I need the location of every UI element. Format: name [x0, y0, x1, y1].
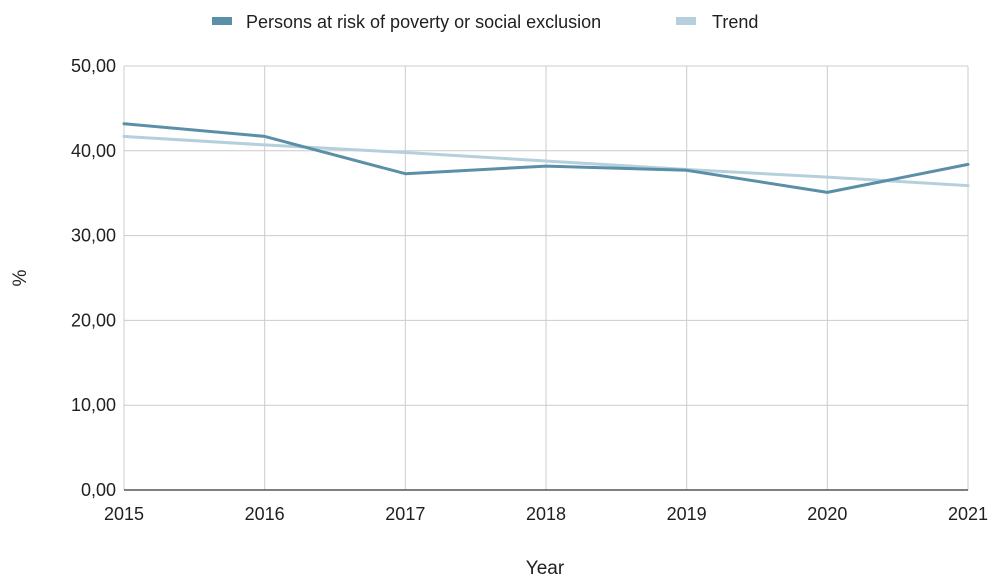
x-tick-label: 2018 — [526, 504, 566, 524]
series-line-poverty — [122, 122, 970, 194]
y-tick-label: 10,00 — [71, 395, 116, 415]
gridlines — [123, 65, 969, 490]
legend-label: Persons at risk of poverty or social exc… — [246, 12, 601, 32]
series-layer — [122, 122, 970, 194]
y-tick-label: 30,00 — [71, 226, 116, 246]
legend-swatch — [676, 17, 696, 25]
x-tick-label: 2019 — [667, 504, 707, 524]
y-tick-label: 50,00 — [71, 56, 116, 76]
y-axis-title: % — [10, 269, 31, 286]
x-axis-title: Year — [526, 558, 565, 577]
x-tick-label: 2015 — [104, 504, 144, 524]
legend-label: Trend — [712, 12, 758, 32]
x-tick-label: 2020 — [807, 504, 847, 524]
axis-layer: 0,00 10,00 20,00 30,00 40,00 50,00 2015 2016 201… — [71, 56, 988, 524]
y-tick-label: 0,00 — [81, 480, 116, 500]
y-tick-label: 40,00 — [71, 141, 116, 161]
legend-swatch — [212, 17, 232, 25]
series-line-trend — [122, 134, 970, 188]
x-tick-label: 2017 — [385, 504, 425, 524]
legend: Persons at risk of poverty or social exc… — [212, 12, 758, 32]
y-tick-label: 20,00 — [71, 310, 116, 330]
x-tick-label: 2021 — [948, 504, 988, 524]
x-tick-label: 2016 — [245, 504, 285, 524]
